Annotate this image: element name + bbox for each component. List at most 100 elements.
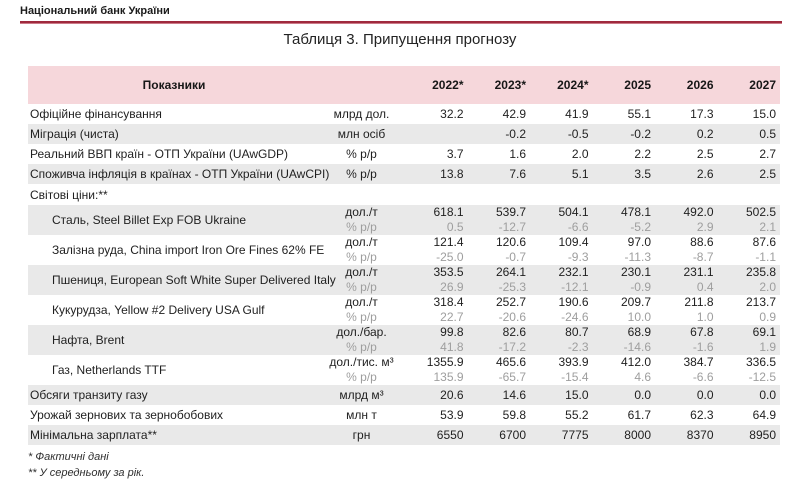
year-header-2024: 2024*: [557, 78, 589, 92]
footnotes: * Фактичні дані ** У середньому за рік.: [28, 449, 144, 481]
row-value: 42.9: [502, 107, 526, 121]
table-row: Пшениця, European Soft White Super Deliv…: [28, 265, 780, 295]
row-value: -25.3: [498, 280, 526, 294]
table-row: Світові ціни:**: [28, 184, 780, 205]
row-value: 41.9: [565, 107, 589, 121]
row-value: 465.6: [495, 355, 526, 369]
row-value: 59.8: [502, 408, 526, 422]
row-value: -12.5: [748, 370, 776, 384]
row-line: % р/р 41.8 -17.2 -2.3 -14.6 -1.6 1.9: [318, 340, 780, 355]
row-value: 211.8: [684, 295, 714, 309]
row-value: 97.0: [627, 235, 651, 249]
row-value: 6700: [499, 428, 526, 442]
row-value: 393.9: [558, 355, 589, 369]
table-row: Нафта, Brent дол./бар. 99.8 82.6 80.7 68.9 67.…: [28, 325, 780, 355]
row-label: Залізна руда, China import Iron Ore Fine…: [52, 243, 325, 257]
row-value-lines: дол./т 618.1 539.7 504.1 478.1 492.0 502.5% р/…: [318, 205, 780, 235]
row-value: 318.4: [433, 295, 464, 309]
row-line: % р/р -25.0 -0.7 -9.3 -11.3 -8.7 -1.1: [318, 250, 780, 265]
row-value: 7775: [561, 428, 589, 442]
row-label: Нафта, Brent: [52, 333, 125, 347]
row-value: 80.7: [565, 325, 589, 339]
row-label: Міграція (чиста): [30, 127, 119, 141]
row-value: 0.0: [696, 388, 714, 402]
row-value: 1.9: [759, 340, 776, 354]
row-value: 135.9: [433, 370, 464, 384]
row-value: 87.6: [752, 235, 776, 249]
footnote-actual-data: * Фактичні дані: [28, 451, 109, 463]
row-value-lines: дол./т 121.4 120.6 109.4 97.0 88.6 87.6 % р/р -2…: [318, 235, 780, 265]
row-value: -6.6: [692, 370, 714, 384]
row-value: 0.0: [634, 388, 651, 402]
row-value: 69.1: [752, 325, 776, 339]
row-label: Кукурудза, Yellow #2 Delivery USA Gulf: [52, 303, 265, 317]
row-value: 15.0: [565, 388, 589, 402]
row-value: 55.1: [627, 107, 651, 121]
row-value: 55.2: [565, 408, 589, 422]
row-value: -0.9: [630, 280, 651, 294]
row-value: 336.5: [745, 355, 776, 369]
row-unit: млн т: [346, 408, 377, 422]
table-row: Міграція (чиста) млн осіб -0.2 -0.5 -0.2 0.2 0…: [28, 124, 780, 144]
row-value: 235.8: [745, 265, 776, 279]
row-label: Сталь, Steel Billet Exp FOB Ukraine: [52, 213, 247, 227]
row-value: 231.1: [683, 265, 714, 279]
row-unit: дол./т: [345, 295, 378, 309]
table-row: Обсяги транзиту газу млрд м³ 20.6 14.6 15.0 0…: [28, 385, 780, 405]
row-unit: % р/р: [346, 250, 377, 264]
row-value: 88.6: [690, 235, 714, 249]
row-value: 3.5: [634, 167, 651, 181]
row-value: 67.8: [690, 325, 714, 339]
row-value: 99.8: [440, 325, 464, 339]
row-unit: % р/р: [346, 220, 377, 234]
row-value: 20.6: [440, 388, 464, 402]
row-value: 2.5: [696, 147, 714, 161]
row-value: 26.9: [440, 280, 464, 294]
row-line: % р/р 135.9 -65.7 -15.4 4.6 -6.6 -12.5: [318, 370, 780, 385]
page-title: Таблиця 3. Припущення прогнозу: [283, 31, 517, 48]
row-value: 0.5: [446, 220, 464, 234]
row-value: 190.6: [558, 295, 589, 309]
row-value: 41.8: [440, 340, 464, 354]
row-value: -1.1: [755, 250, 776, 264]
row-value: -25.0: [436, 250, 464, 264]
table-body: Офіційне фінансування млрд дол. 32.2 42.9 41…: [28, 104, 780, 445]
row-value: -5.2: [630, 220, 651, 234]
row-label: Пшениця, European Soft White Super Deliv…: [52, 273, 336, 287]
row-value: 121.4: [433, 235, 464, 249]
org-name: Національний банк України: [20, 5, 170, 17]
row-value: 10.0: [627, 310, 651, 324]
row-value: 5.1: [571, 167, 589, 181]
row-line: % р/р 26.9 -25.3 -12.1 -0.9 0.4 2.0: [318, 280, 780, 295]
row-value-lines: дол./бар. 99.8 82.6 80.7 68.9 67.8 69.1 % р/р 41…: [318, 325, 780, 355]
row-line: дол./тис. м³ 1355.9 465.6 393.9 412.0 384.7 33…: [318, 355, 780, 370]
row-unit: дол./т: [345, 265, 378, 279]
row-label: Офіційне фінансування: [30, 107, 162, 121]
row-value: 120.6: [495, 235, 526, 249]
year-header-2027: 2027: [749, 78, 776, 92]
row-value: 7.6: [509, 167, 526, 181]
row-unit: дол./тис. м³: [329, 355, 394, 369]
row-label: Реальний ВВП країн - ОТП України (UAwGDP…: [30, 147, 289, 161]
table-row: Мінімальна зарплата** грн 6550 6700 7775 8000…: [28, 425, 780, 445]
row-value: -24.6: [561, 310, 589, 324]
year-header-2026: 2026: [686, 78, 714, 92]
row-unit: % р/р: [346, 280, 377, 294]
row-value: 2.5: [759, 167, 776, 181]
row-value: 230.1: [620, 265, 651, 279]
row-value: 15.0: [752, 107, 776, 121]
row-unit: дол./бар.: [336, 325, 387, 339]
section-label: Світові ціни:**: [30, 187, 108, 202]
row-value: 6550: [436, 428, 464, 442]
row-label: Споживча інфляція в країнах - ОТП Україн…: [30, 167, 330, 181]
assumptions-table: Показники 2022* 2023* 2024* 2025 2026 20…: [28, 66, 780, 445]
row-line: % р/р 22.7 -20.6 -24.6 10.0 1.0 0.9: [318, 310, 780, 325]
row-value: 8370: [686, 428, 714, 442]
row-value: 0.2: [696, 127, 714, 141]
row-value: -65.7: [498, 370, 526, 384]
row-value: 68.9: [627, 325, 651, 339]
row-line: дол./т 318.4 252.7 190.6 209.7 211.8 213.7: [318, 295, 780, 310]
row-value: 504.1: [558, 205, 589, 219]
row-value: 2.7: [759, 147, 776, 161]
row-value: 109.4: [558, 235, 589, 249]
